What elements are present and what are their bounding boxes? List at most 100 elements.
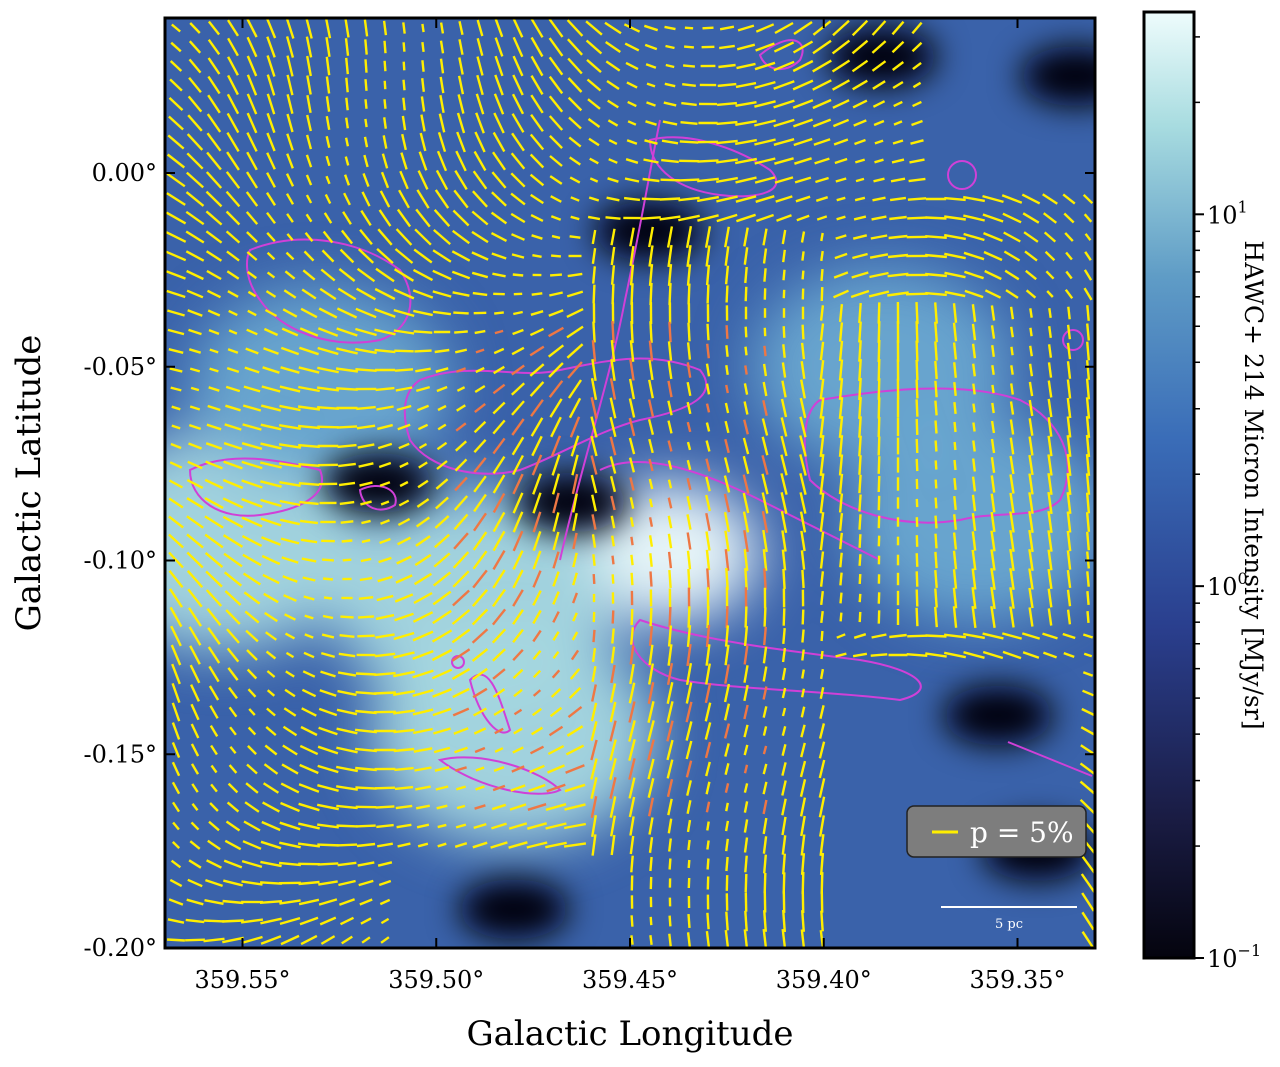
polarization-vector [604, 21, 622, 35]
polarization-vector [761, 436, 769, 456]
polarization-vector [246, 132, 258, 152]
polarization-vector [320, 268, 336, 282]
polarization-vector [800, 706, 806, 718]
polarization-vector [474, 329, 486, 335]
polarization-vector [911, 119, 923, 127]
polarization-vector [491, 191, 507, 207]
polarization-vector [530, 193, 544, 205]
polarization-vector [819, 686, 825, 700]
polarization-vector [990, 606, 996, 628]
polarization-vector [285, 251, 295, 261]
polarization-vector [208, 386, 220, 392]
polarization-vector [325, 175, 331, 185]
polarization-vector [628, 457, 636, 473]
polarization-vector [565, 744, 585, 756]
polarization-vector [756, 213, 774, 223]
polarization-vector [813, 138, 831, 146]
polarization-vector [630, 915, 634, 927]
x-tick-label: 359.50° [388, 966, 484, 994]
polarization-vector [414, 349, 432, 353]
polarization-vector [510, 382, 526, 396]
polarization-vector [686, 643, 692, 667]
polarization-vector [667, 440, 673, 452]
polarization-vector [1086, 531, 1090, 551]
polarization-vector [971, 323, 977, 341]
polarization-vector [991, 402, 995, 414]
polarization-vector [1029, 345, 1033, 357]
polarization-vector [305, 18, 313, 39]
polarization-vector [1005, 289, 1019, 299]
polarization-vector [877, 456, 881, 474]
polarization-vector [1084, 251, 1092, 261]
polarization-vector [552, 650, 560, 660]
polarization-vector [628, 417, 636, 437]
polarization-vector [724, 530, 730, 552]
polarization-vector [686, 342, 692, 360]
polarization-vector [743, 383, 749, 395]
polarization-vector [780, 417, 788, 437]
polarization-vector [1086, 341, 1090, 361]
polarization-vector [204, 497, 224, 509]
polarization-vector [1028, 381, 1034, 397]
polarization-vector [705, 264, 711, 286]
polarization-vector [725, 856, 729, 872]
polarization-vector [647, 778, 655, 798]
polarization-vector [338, 652, 356, 658]
polarization-vector [607, 119, 619, 127]
polarization-vector [532, 590, 542, 606]
polarization-vector [319, 916, 337, 926]
polarization-vector [723, 457, 731, 473]
polarization-vector [1009, 548, 1015, 572]
polarization-vector [667, 533, 673, 549]
polarization-vector [934, 533, 938, 549]
polarization-vector [223, 571, 243, 587]
polarization-vector [877, 475, 881, 493]
polarization-vector [260, 935, 282, 945]
polarization-vector [455, 422, 467, 432]
polarization-vector [761, 418, 769, 436]
polarization-vector [207, 20, 221, 36]
polarization-vector [421, 60, 425, 72]
polarization-vector [725, 384, 729, 394]
polarization-vector [363, 19, 369, 37]
polarization-vector [782, 568, 786, 590]
polarization-vector [819, 668, 825, 680]
polarization-vector [716, 213, 738, 223]
polarization-vector [799, 435, 807, 457]
polarization-vector [415, 208, 431, 228]
polarization-vector [1009, 474, 1015, 494]
polarization-vector [301, 557, 317, 563]
bright-region [751, 266, 1012, 467]
polarization-vector [285, 193, 295, 205]
polarization-vector [170, 625, 182, 647]
polarization-vector [241, 479, 263, 489]
polarization-vector [953, 381, 957, 397]
polarization-vector [318, 880, 338, 886]
polarization-vector [762, 745, 768, 755]
polarization-vector [471, 230, 489, 244]
polarization-vector [990, 493, 996, 513]
polarization-vector [512, 609, 524, 625]
polarization-vector [835, 234, 847, 240]
polarization-vector [279, 462, 301, 468]
polarization-vector [990, 511, 996, 533]
polarization-vector [800, 550, 806, 570]
polarization-vector [548, 37, 564, 57]
polarization-vector [744, 346, 748, 356]
polarization-vector [591, 647, 597, 663]
polarization-vector [286, 153, 294, 169]
polarization-vector [171, 741, 181, 759]
polarization-vector [982, 632, 1004, 640]
polarization-vector [242, 404, 262, 412]
polarization-vector [437, 423, 447, 431]
polarization-vector [492, 493, 506, 513]
polarization-vector [610, 495, 616, 511]
polarization-vector [457, 75, 465, 95]
polarization-vector [706, 912, 710, 930]
polarization-vector [800, 342, 806, 360]
polarization-vector [588, 196, 600, 202]
polarization-vector [399, 480, 409, 488]
polarization-vector [170, 644, 182, 666]
polarization-vector [648, 379, 654, 399]
polarization-vector [492, 530, 506, 552]
